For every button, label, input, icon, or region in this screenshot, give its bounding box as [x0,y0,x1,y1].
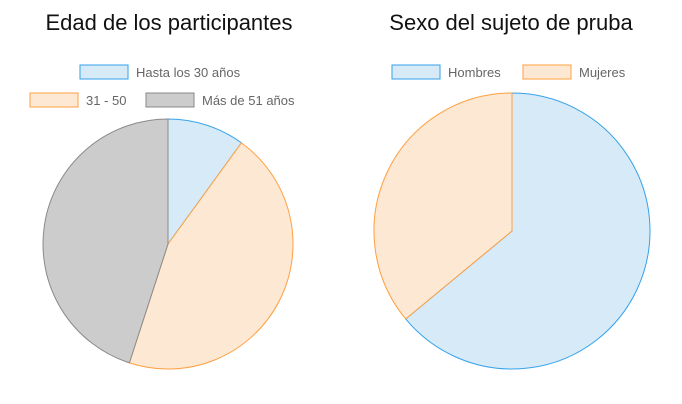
pie-slice-31-50[interactable] [128,142,294,370]
legend-swatch [522,64,572,80]
legend-item-31-50[interactable]: 31 - 50 [29,92,126,108]
legend-label: Hasta los 30 años [136,65,241,80]
pie-chart-sex: Hombres Mujeres [373,64,651,370]
legend-label: Mujeres [579,65,626,80]
pie-slice-mujeres[interactable] [373,92,513,320]
pie-chart-age: Hasta los 30 años 31 - 50 Más de 51 años [29,64,295,370]
legend-item-mas-de-51-anos[interactable]: Más de 51 años [145,92,295,108]
legend-label: 31 - 50 [86,93,126,108]
pie-slice-hombres[interactable] [404,92,651,370]
legend-swatch [391,64,441,80]
chart-panel-sex: Sexo del sujeto de pruba Hombres Mujeres [340,0,682,404]
pie-slice-mas-de-51-anos[interactable] [42,118,169,364]
legend-label: Hombres [448,65,501,80]
legend-item-hasta-los-30-anos[interactable]: Hasta los 30 años [79,64,241,80]
chart-title: Sexo del sujeto de pruba [389,10,633,35]
pie-slice-hasta-los-30-anos[interactable] [167,118,243,246]
legend-item-mujeres[interactable]: Mujeres [522,64,626,80]
legend-swatch [29,92,79,108]
legend-swatch [79,64,129,80]
legend-item-hombres[interactable]: Hombres [391,64,501,80]
legend-swatch [145,92,195,108]
chart-title: Edad de los participantes [45,10,293,35]
legend-label: Más de 51 años [202,93,295,108]
chart-panel-age: Edad de los participantes Hasta los 30 a… [0,0,338,404]
